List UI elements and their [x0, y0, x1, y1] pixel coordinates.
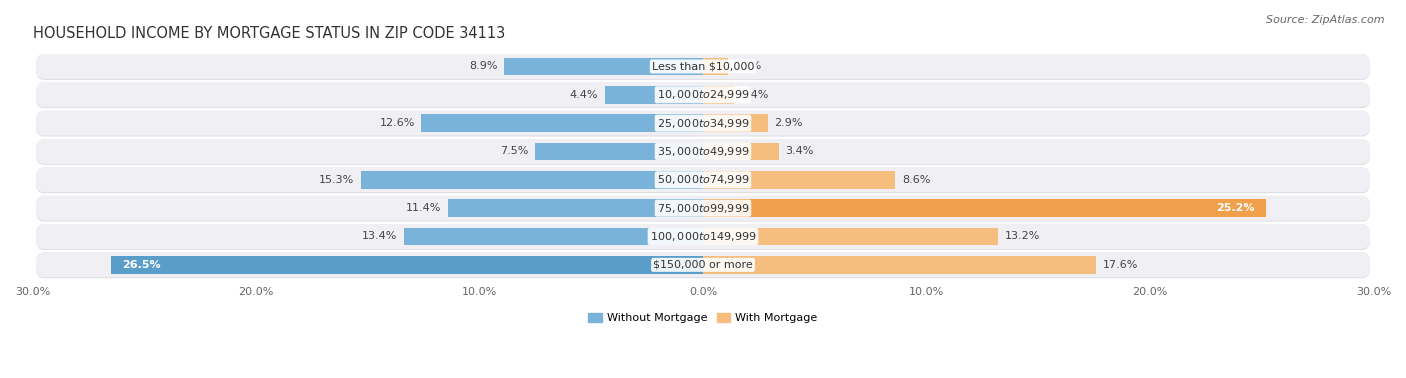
Bar — [449, 199, 703, 217]
Text: HOUSEHOLD INCOME BY MORTGAGE STATUS IN ZIP CODE 34113: HOUSEHOLD INCOME BY MORTGAGE STATUS IN Z… — [32, 26, 505, 41]
Text: 12.6%: 12.6% — [380, 118, 415, 128]
Bar — [422, 115, 703, 132]
Bar — [703, 171, 896, 189]
Text: 13.2%: 13.2% — [1005, 231, 1040, 242]
FancyBboxPatch shape — [37, 111, 1369, 136]
FancyBboxPatch shape — [37, 139, 1369, 165]
FancyBboxPatch shape — [37, 167, 1369, 193]
Text: 13.4%: 13.4% — [361, 231, 396, 242]
FancyBboxPatch shape — [37, 253, 1369, 277]
Text: 7.5%: 7.5% — [501, 147, 529, 156]
Text: 15.3%: 15.3% — [319, 175, 354, 185]
Text: $100,000 to $149,999: $100,000 to $149,999 — [650, 230, 756, 243]
Text: $150,000 or more: $150,000 or more — [654, 260, 752, 270]
FancyBboxPatch shape — [37, 54, 1369, 80]
Bar — [536, 143, 703, 160]
FancyBboxPatch shape — [37, 139, 1369, 164]
Text: $25,000 to $34,999: $25,000 to $34,999 — [657, 117, 749, 130]
FancyBboxPatch shape — [37, 83, 1369, 108]
Text: Source: ZipAtlas.com: Source: ZipAtlas.com — [1267, 15, 1385, 25]
FancyBboxPatch shape — [37, 224, 1369, 249]
Bar — [404, 228, 703, 245]
FancyBboxPatch shape — [37, 196, 1369, 221]
Text: $35,000 to $49,999: $35,000 to $49,999 — [657, 145, 749, 158]
Text: $10,000 to $24,999: $10,000 to $24,999 — [657, 88, 749, 101]
Text: 11.4%: 11.4% — [406, 203, 441, 213]
Bar — [703, 199, 1267, 217]
Bar — [703, 143, 779, 160]
Bar — [703, 228, 998, 245]
Bar — [703, 86, 734, 104]
Text: 3.4%: 3.4% — [786, 147, 814, 156]
Bar — [703, 256, 1097, 274]
Bar — [505, 58, 703, 75]
FancyBboxPatch shape — [37, 196, 1369, 222]
Bar — [111, 256, 703, 274]
Text: 25.2%: 25.2% — [1216, 203, 1256, 213]
FancyBboxPatch shape — [37, 224, 1369, 250]
Bar — [605, 86, 703, 104]
Text: 26.5%: 26.5% — [122, 260, 160, 270]
FancyBboxPatch shape — [37, 82, 1369, 107]
Text: 1.1%: 1.1% — [734, 62, 762, 71]
Text: $75,000 to $99,999: $75,000 to $99,999 — [657, 201, 749, 215]
Text: Less than $10,000: Less than $10,000 — [652, 62, 754, 71]
FancyBboxPatch shape — [37, 253, 1369, 278]
Bar — [361, 171, 703, 189]
Bar — [703, 115, 768, 132]
FancyBboxPatch shape — [37, 111, 1369, 136]
Text: $50,000 to $74,999: $50,000 to $74,999 — [657, 174, 749, 186]
Bar — [703, 58, 727, 75]
Legend: Without Mortgage, With Mortgage: Without Mortgage, With Mortgage — [583, 308, 823, 327]
Text: 2.9%: 2.9% — [775, 118, 803, 128]
Text: 1.4%: 1.4% — [741, 90, 769, 100]
Text: 8.6%: 8.6% — [901, 175, 931, 185]
FancyBboxPatch shape — [37, 54, 1369, 79]
Text: 4.4%: 4.4% — [569, 90, 598, 100]
Text: 17.6%: 17.6% — [1102, 260, 1139, 270]
Text: 8.9%: 8.9% — [470, 62, 498, 71]
FancyBboxPatch shape — [37, 167, 1369, 192]
